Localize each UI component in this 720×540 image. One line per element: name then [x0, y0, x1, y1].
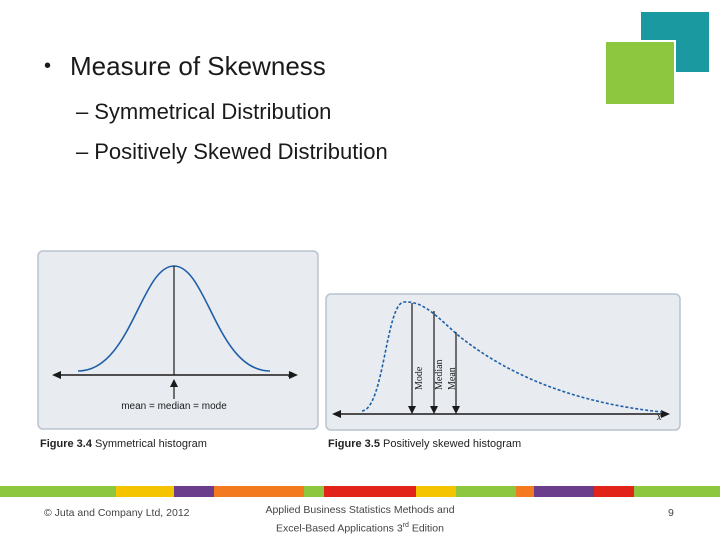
stripe-segment: [324, 486, 416, 497]
mean-arrow: [452, 406, 460, 414]
skewed-curve: [361, 301, 663, 413]
caption-text: Symmetrical histogram: [91, 438, 207, 450]
stripe-segment: [304, 486, 324, 497]
copyright-text: © Juta and Company Ltd, 2012: [44, 507, 190, 519]
figure-left-caption: Figure 3.4 Symmetrical histogram: [40, 438, 207, 450]
book-title-line-2-pre: Excel-Based Applications 3: [276, 522, 403, 535]
deco-square-green: [604, 40, 676, 106]
panel-background: [37, 250, 319, 430]
caption-label: Figure 3.4: [40, 438, 92, 450]
mean-label: Mean: [447, 367, 458, 390]
bullet-main: • Measure of Skewness: [44, 48, 388, 84]
color-stripe: [0, 486, 720, 497]
median-label: Median: [434, 359, 445, 390]
bullet-sub-1-text: Symmetrical Distribution: [94, 99, 332, 124]
x-axis-label: x: [287, 369, 293, 380]
stripe-segment: [634, 486, 720, 497]
bullet-list: • Measure of Skewness – Symmetrical Dist…: [44, 48, 388, 172]
bullet-sub-2-text: Positively Skewed Distribution: [94, 139, 388, 164]
panel-background: [325, 293, 681, 431]
x-axis-arrow-left: [332, 410, 341, 418]
median-arrow: [430, 406, 438, 414]
mode-label: Mode: [414, 366, 425, 390]
book-title-ordinal: rd: [402, 522, 409, 529]
x-axis-arrow-right: [661, 410, 670, 418]
symmetrical-histogram: x mean = median = mode: [37, 250, 319, 430]
bullet-dot: •: [44, 54, 52, 77]
bullet-main-text: Measure of Skewness: [70, 50, 326, 81]
book-title: Applied Business Statistics Methods and …: [250, 503, 470, 537]
book-title-line-2: Excel-Based Applications 3rd Edition: [250, 518, 470, 537]
skewed-histogram: Mode Median Mean x: [325, 293, 681, 431]
stripe-segment: [534, 486, 594, 497]
x-axis-arrow-left: [52, 371, 61, 379]
stripe-segment: [214, 486, 304, 497]
book-title-line-1: Applied Business Statistics Methods and: [265, 504, 455, 516]
page-number: 9: [668, 507, 674, 519]
stripe-segment: [516, 486, 534, 497]
center-pointer-head: [170, 379, 178, 387]
x-axis-arrow-right: [289, 371, 298, 379]
stripe-segment: [456, 486, 516, 497]
dash-marker: –: [76, 99, 89, 124]
bullet-sub-2: – Positively Skewed Distribution: [76, 132, 388, 172]
stripe-segment: [594, 486, 634, 497]
mode-arrow: [408, 406, 416, 414]
center-annotation: mean = median = mode: [121, 401, 227, 412]
stripe-segment: [116, 486, 174, 497]
bullet-sub-1: – Symmetrical Distribution: [76, 92, 388, 132]
dash-marker: –: [76, 139, 89, 164]
figure-right-caption: Figure 3.5 Positively skewed histogram: [328, 438, 521, 450]
stripe-segment: [416, 486, 456, 497]
book-title-line-2-post: Edition: [408, 522, 444, 535]
stripe-segment: [174, 486, 214, 497]
stripe-segment: [0, 486, 116, 497]
x-axis-label: x: [656, 412, 662, 423]
caption-text: Positively skewed histogram: [379, 438, 522, 450]
caption-label: Figure 3.5: [328, 438, 380, 450]
